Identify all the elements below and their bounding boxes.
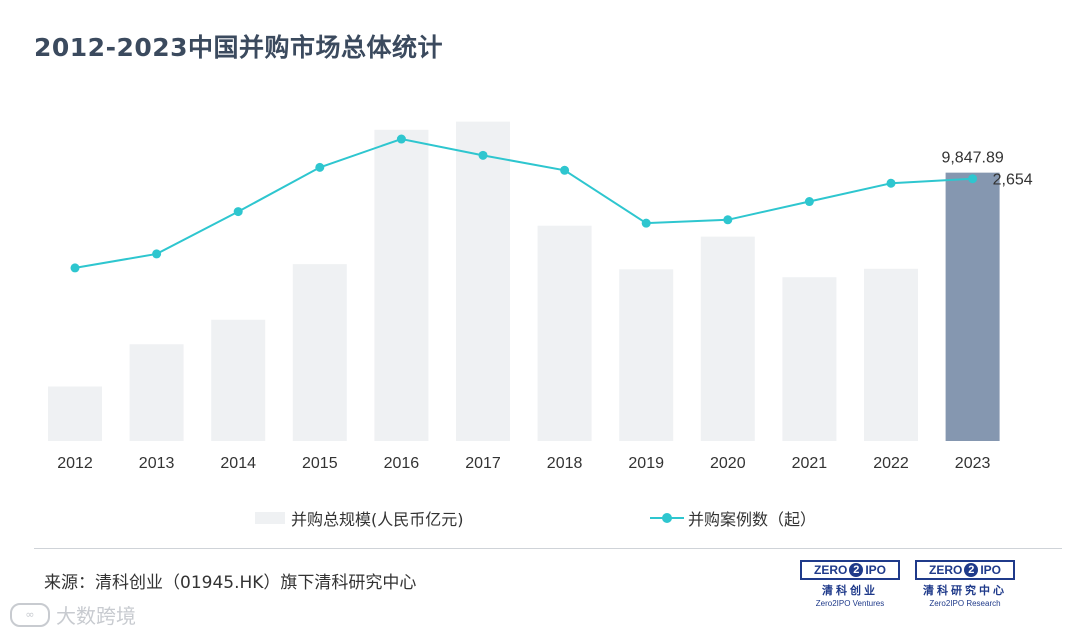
logo-zero2ipo-ventures: ZERO 2 IPO 清科创业 Zero2IPO Ventures	[800, 560, 900, 608]
x-tick-label: 2012	[57, 455, 93, 472]
bar-2019[interactable]	[619, 269, 674, 441]
line-point-2020[interactable]	[723, 215, 733, 225]
x-tick-label: 2014	[220, 455, 256, 472]
x-tick-label: 2019	[628, 455, 664, 472]
line-point-2016[interactable]	[396, 134, 406, 144]
line-point-2022[interactable]	[886, 178, 896, 188]
line-point-2013[interactable]	[152, 249, 162, 259]
x-tick-label: 2015	[302, 455, 338, 472]
legend-bar-swatch	[255, 512, 285, 524]
line-point-2015[interactable]	[315, 162, 325, 172]
bar-2015[interactable]	[292, 264, 347, 441]
legend-line-label: 并购案例数（起）	[688, 510, 817, 529]
bar-2018[interactable]	[537, 225, 592, 441]
source-note: 来源：清科创业（01945.HK）旗下清科研究中心	[44, 573, 417, 593]
bar-2012[interactable]	[48, 386, 102, 442]
watermark: ∞ 大数跨境	[10, 600, 136, 629]
bar-2020[interactable]	[700, 236, 755, 441]
bar-2013[interactable]	[129, 344, 184, 441]
legend-bar-label: 并购总规模(人民币亿元)	[291, 510, 464, 529]
line-series	[74, 137, 973, 269]
x-tick-label: 2017	[465, 455, 501, 472]
bar-2023[interactable]	[945, 172, 1000, 441]
x-tick-label: 2023	[955, 455, 991, 472]
chart-area: 2012 2013 2014 2015 2016 2017 2018 2019 2020 2021…	[48, 121, 1033, 472]
line-point-2018[interactable]	[560, 165, 570, 175]
line-data-label: 2,654	[993, 172, 1033, 189]
line-point-2012[interactable]	[70, 263, 80, 273]
x-tick-label: 2021	[792, 455, 828, 472]
x-tick-label: 2016	[384, 455, 420, 472]
line-point-2019[interactable]	[641, 218, 651, 228]
line-point-2017[interactable]	[478, 150, 488, 160]
logo-zero2ipo-research: ZERO 2 IPO 清科研究中心 Zero2IPO Research	[915, 560, 1015, 608]
line-point-2021[interactable]	[804, 197, 814, 207]
legend-item-bar[interactable]: 并购总规模(人民币亿元)	[255, 506, 464, 530]
x-tick-label: 2020	[710, 455, 746, 472]
bar-2016[interactable]	[374, 129, 429, 441]
footer-divider	[34, 548, 1062, 549]
bar-2017[interactable]	[456, 121, 510, 441]
line-point-2023[interactable]	[968, 174, 978, 184]
x-tick-label: 2022	[873, 455, 909, 472]
bar-2021[interactable]	[782, 277, 837, 441]
kuajing-logo-icon: ∞	[10, 602, 50, 627]
line-point-2014[interactable]	[233, 207, 243, 217]
legend-line-swatch	[650, 512, 684, 524]
watermark-text: 大数跨境	[56, 604, 136, 628]
bar-2022[interactable]	[864, 268, 918, 441]
bar-data-label: 9,847.89	[941, 150, 1003, 167]
x-tick-label: 2018	[547, 455, 583, 472]
chart-title: 2012-2023中国并购市场总体统计	[34, 33, 444, 62]
legend-item-line[interactable]: 并购案例数（起）	[650, 506, 816, 530]
x-tick-label: 2013	[139, 455, 175, 472]
bar-2014[interactable]	[211, 319, 266, 441]
